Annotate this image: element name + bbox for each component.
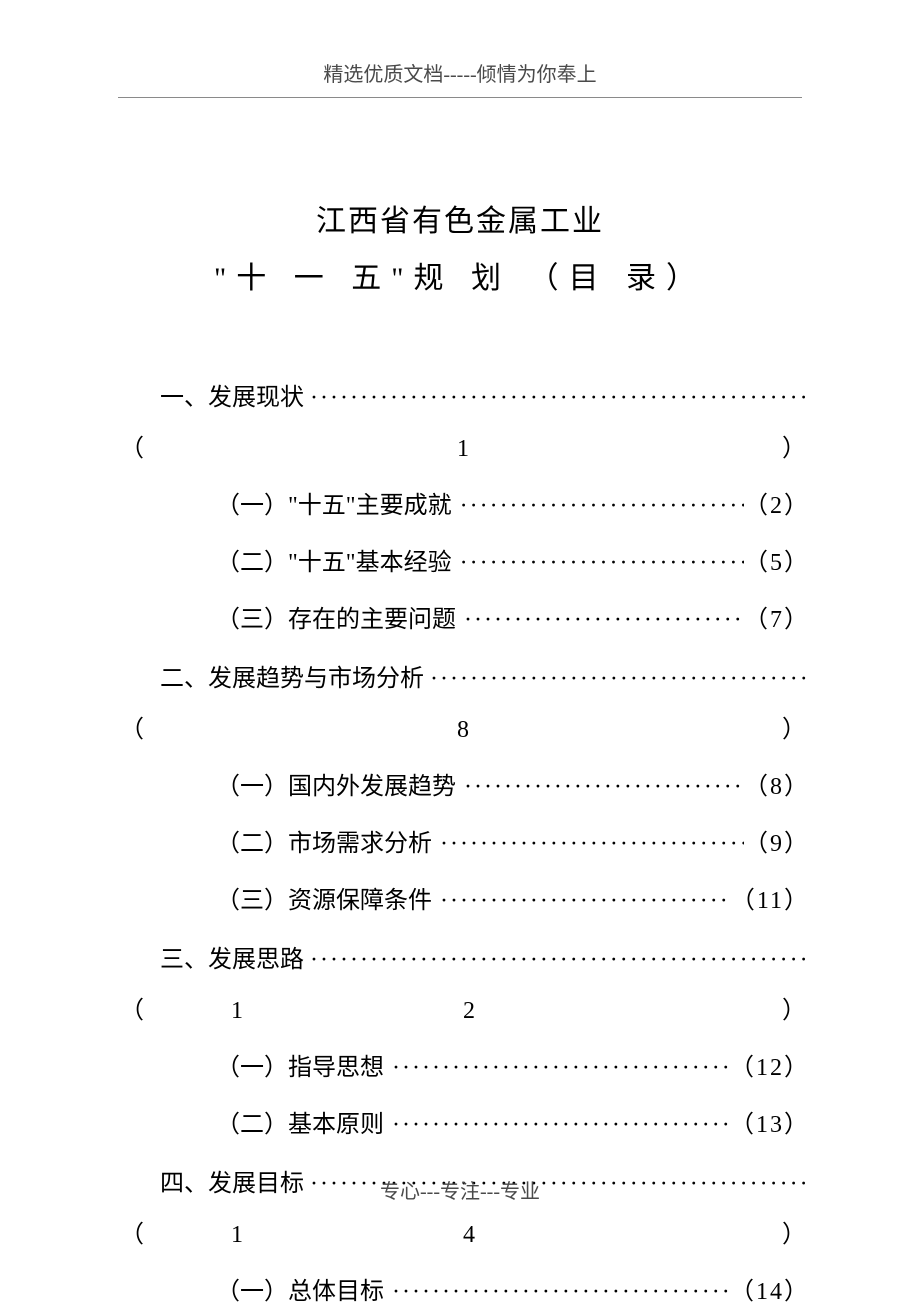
toc-sub-label: （一）"十五"主要成就 (216, 485, 452, 520)
toc-sub-page: （5） (744, 542, 810, 577)
toc-section-page: （ 8 ） (120, 709, 810, 744)
toc-sub-page: （2） (744, 485, 810, 520)
toc-section-label: 二、发展趋势与市场分析 (160, 658, 424, 693)
toc-page-number: 14 (144, 1222, 782, 1249)
paren-open: （ (120, 990, 144, 1025)
paren-open: （ (120, 1214, 144, 1249)
toc-sub-page: （12） (730, 1047, 810, 1082)
toc-sub-page: （14） (730, 1271, 810, 1306)
toc-sub-page: （8） (744, 766, 810, 801)
toc-leader-dots: ········································… (452, 493, 744, 520)
toc-sub-item: （一）国内外发展趋势 ·····························… (120, 766, 810, 801)
toc-sub-label: （三）存在的主要问题 (216, 599, 456, 634)
page-header: 精选优质文档-----倾情为你奉上 (0, 0, 920, 98)
toc-leader-dots: ········································… (304, 385, 810, 412)
toc-section: 二、发展趋势与市场分析 ····························… (120, 658, 810, 693)
toc-sub-page: （7） (744, 599, 810, 634)
toc-sub-item: （二）市场需求分析 ······························… (120, 823, 810, 858)
title-line-2: "十 一 五"规 划 （目 录） (0, 250, 920, 307)
toc-section: 三、发展思路 ·································… (120, 939, 810, 974)
table-of-contents: 一、发展现状 ·································… (0, 377, 920, 1306)
paren-open: （ (120, 428, 144, 463)
toc-sub-page: （13） (730, 1104, 810, 1139)
header-rule (118, 97, 802, 98)
toc-page-number: 1 (144, 436, 782, 463)
paren-close: ） (782, 990, 806, 1025)
paren-open: （ (120, 709, 144, 744)
paren-close: ） (782, 428, 806, 463)
toc-sub-item: （一）"十五"主要成就 ····························… (120, 485, 810, 520)
toc-leader-dots: ········································… (424, 666, 810, 693)
toc-sub-page: （9） (744, 823, 810, 858)
toc-section: 一、发展现状 ·································… (120, 377, 810, 412)
toc-section-label: 一、发展现状 (160, 377, 304, 412)
paren-close: ） (782, 1214, 806, 1249)
page-footer: 专心---专注---专业 (0, 1175, 920, 1204)
toc-leader-dots: ········································… (384, 1055, 730, 1082)
toc-sub-item: （二）基本原则 ································… (120, 1104, 810, 1139)
header-text: 精选优质文档-----倾情为你奉上 (0, 58, 920, 87)
toc-page-number: 12 (144, 998, 782, 1025)
toc-sub-item: （一）指导思想 ································… (120, 1047, 810, 1082)
toc-leader-dots: ········································… (304, 947, 810, 974)
document-title: 江西省有色金属工业 "十 一 五"规 划 （目 录） (0, 193, 920, 307)
toc-section-label: 三、发展思路 (160, 939, 304, 974)
toc-sub-item: （三）存在的主要问题 ·····························… (120, 599, 810, 634)
toc-sub-label: （一）国内外发展趋势 (216, 766, 456, 801)
toc-sub-page: （11） (731, 880, 810, 915)
toc-sub-label: （二）基本原则 (216, 1104, 384, 1139)
toc-sub-label: （二）市场需求分析 (216, 823, 432, 858)
toc-leader-dots: ········································… (456, 774, 744, 801)
toc-sub-label: （三）资源保障条件 (216, 880, 432, 915)
title-line-1: 江西省有色金属工业 (0, 193, 920, 250)
toc-sub-label: （一）总体目标 (216, 1271, 384, 1306)
toc-section-page: （ 12 ） (120, 990, 810, 1025)
toc-leader-dots: ········································… (432, 831, 744, 858)
toc-sub-item: （一）总体目标 ································… (120, 1271, 810, 1306)
toc-sub-item: （二）"十五"基本经验 ····························… (120, 542, 810, 577)
toc-section-page: （ 1 ） (120, 428, 810, 463)
paren-close: ） (782, 709, 806, 744)
toc-sub-label: （二）"十五"基本经验 (216, 542, 452, 577)
toc-sub-label: （一）指导思想 (216, 1047, 384, 1082)
toc-leader-dots: ········································… (432, 888, 731, 915)
toc-page-number: 8 (144, 717, 782, 744)
toc-leader-dots: ········································… (456, 607, 744, 634)
toc-leader-dots: ········································… (384, 1112, 730, 1139)
toc-leader-dots: ········································… (452, 550, 744, 577)
toc-sub-item: （三）资源保障条件 ······························… (120, 880, 810, 915)
toc-section-page: （ 14 ） (120, 1214, 810, 1249)
